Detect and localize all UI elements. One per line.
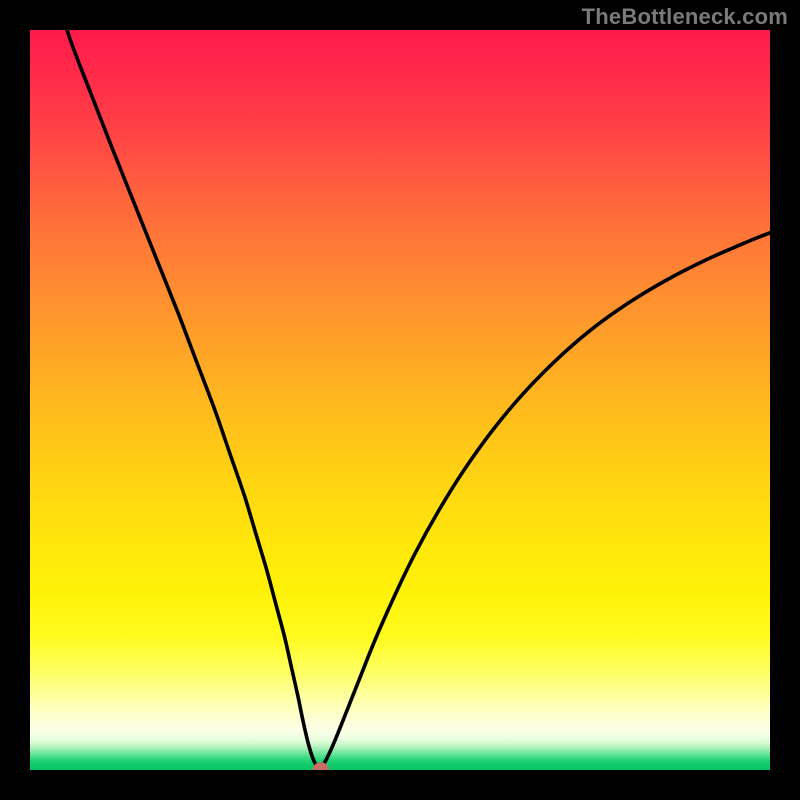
watermark-text: TheBottleneck.com <box>582 4 788 30</box>
bottleneck-chart: TheBottleneck.com <box>0 0 800 800</box>
chart-svg <box>0 0 800 800</box>
plot-area <box>30 0 770 776</box>
gradient-background <box>30 30 770 770</box>
